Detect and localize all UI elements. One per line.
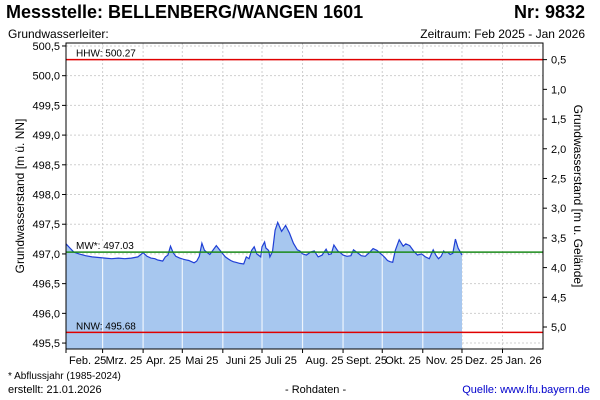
y-tick-label: 499,5 [32, 100, 60, 112]
y-tick-label: 498,5 [32, 160, 60, 172]
x-tick-label: Juni 25 [226, 355, 261, 367]
y-tick-label: 496,0 [32, 308, 60, 320]
plot-frame [65, 42, 544, 350]
created-date: erstellt: 21.01.2026 [8, 384, 102, 396]
reference-label-extreme: NNW: 495.68 [76, 321, 136, 332]
y2-tick-label: 2,0 [551, 144, 566, 156]
y-tick-label: 496,5 [32, 279, 60, 291]
y2-tick-label: 1,5 [551, 114, 566, 126]
y-tick-label: 500,5 [32, 41, 60, 53]
y-tick-label: 498,0 [32, 190, 60, 202]
right-axis-ticks: 0,5 1,0 1,5 2,0 2,5 3,0 3,5 4,0 4,5 5,0 [543, 55, 566, 334]
y-tick-label: 499,0 [32, 130, 60, 142]
y2-axis-title: Grundwasserstand [m u. Gelände] [571, 105, 585, 288]
source-link[interactable]: Quelle: www.lfu.bayern.de [462, 384, 590, 396]
x-tick-label: Sept. 25 [346, 355, 387, 367]
x-tick-label: Apr. 25 [146, 355, 181, 367]
month-dividers [101, 243, 424, 349]
y2-tick-label: 1,0 [551, 84, 566, 96]
grid [65, 43, 543, 349]
footnote: * Abflussjahr (1985-2024) [8, 371, 121, 382]
water-level-line [65, 220, 463, 265]
x-axis-ticks: Feb. 25 Mrz. 25 Apr. 25 Mai 25 Juni 25 Juli 2… [65, 349, 542, 367]
reference-label-mean: MW*: 497.03 [76, 241, 134, 252]
x-tick-label: Okt. 25 [385, 355, 420, 367]
x-tick-label: Juli 25 [265, 355, 297, 367]
water-level-area [66, 222, 462, 349]
x-tick-label: Mai 25 [185, 355, 218, 367]
y2-tick-label: 4,0 [551, 263, 566, 275]
y-tick-label: 497,0 [32, 249, 60, 261]
x-tick-label: Jan. 26 [505, 355, 541, 367]
y2-tick-label: 0,5 [551, 55, 566, 67]
x-tick-label: Feb. 25 [69, 355, 106, 367]
station-title: Messstelle: BELLENBERG/WANGEN 1601 [6, 2, 364, 22]
left-axis-ticks: 495,5 496,0 496,5 497,0 497,5 498,0 498,5 499,0… [32, 41, 66, 350]
y-tick-label: 497,5 [32, 219, 60, 231]
y2-tick-label: 2,5 [551, 173, 566, 185]
reference-label-extreme: HHW: 500.27 [76, 49, 136, 60]
station-number: Nr: 9832 [513, 2, 585, 22]
raw-data-note: - Rohdaten - [285, 384, 347, 396]
y2-tick-label: 3,5 [551, 233, 566, 245]
x-tick-label: Dez. 25 [465, 355, 503, 367]
aquifer-label: Grundwasserleiter: [8, 27, 109, 41]
y2-tick-label: 3,0 [551, 203, 566, 215]
x-tick-label: Aug. 25 [306, 355, 344, 367]
y2-tick-label: 5,0 [551, 322, 566, 334]
period-label: Zeitraum: Feb 2025 - Jan 2026 [420, 27, 585, 41]
reference-lines: HHW: 500.27 MW*: 497.03 NNW: 495.68 [66, 49, 543, 334]
x-tick-label: Mrz. 25 [106, 355, 143, 367]
y2-tick-label: 4,5 [551, 292, 566, 304]
y-tick-label: 500,0 [32, 71, 60, 83]
x-tick-label: Nov. 25 [426, 355, 463, 367]
y-tick-label: 495,5 [32, 338, 60, 350]
y-axis-title: Grundwasserstand [m ü. NN] [13, 119, 27, 274]
